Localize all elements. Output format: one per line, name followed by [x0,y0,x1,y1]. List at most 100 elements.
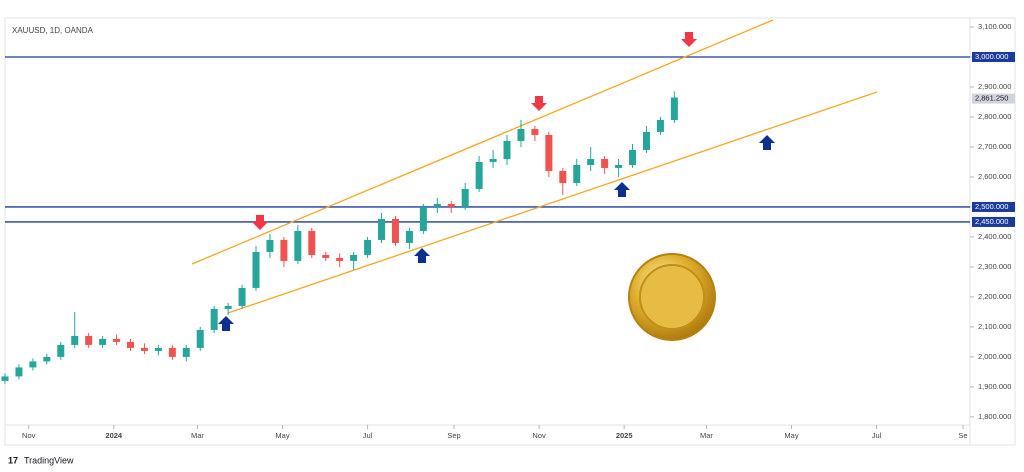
candle-body [71,335,79,345]
lower-trendline [227,91,878,314]
candle-body [391,218,399,243]
last-price-label: 2,861.250 [975,94,1008,103]
level-label: 2,500.000 [975,202,1008,211]
candle-body [29,361,37,368]
candle-body [517,128,525,141]
candle-body [378,218,386,240]
x-tick-label: Nov [532,431,546,440]
candle-body [168,347,176,357]
x-tick-label: Mar [700,431,713,440]
candle-body [629,149,637,165]
level-tag [972,216,1015,227]
candle-body [127,341,135,348]
candle-body [336,257,344,261]
candle-body [503,140,511,159]
level-label: 3,000.000 [975,52,1008,61]
candle-body [57,344,65,357]
frame [4,17,1016,446]
up-arrow [218,316,234,331]
up-arrow [614,182,630,197]
down-arrow [531,96,547,111]
candle-body [531,128,539,135]
footer-brand: TradingView [24,455,74,465]
candle-body [280,239,288,261]
y-tick-label: 2,300.000 [978,262,1011,271]
y-tick-label: 2,200.000 [978,292,1011,301]
candle-body [461,188,469,207]
candle-body [182,347,190,357]
candle-body [419,206,427,231]
candle-body [308,230,316,255]
y-tick-label: 2,000.000 [978,352,1011,361]
down-arrow [681,32,697,47]
candle-body [601,158,609,168]
x-tick-label: 2025 [616,431,633,440]
x-tick-label: Mar [191,431,204,440]
candle-body [559,170,567,183]
y-tick-label: 1,900.000 [978,382,1011,391]
y-tick-label: 2,100.000 [978,322,1011,331]
x-tick-label: Sep [447,431,460,440]
y-tick-label: 2,400.000 [978,232,1011,241]
y-tick-label: 2,900.000 [978,82,1011,91]
candle-body [266,239,274,252]
last-price-tag [972,93,1015,104]
candle-body [43,356,51,362]
candle-body [210,308,218,330]
candle-body [489,158,497,162]
x-tick-label: 2024 [105,431,123,440]
candle-body [642,131,650,150]
candle-body [85,335,93,345]
x-tick-label: Nov [22,431,36,440]
candle-body [99,338,107,345]
candle-body [238,287,246,306]
candle-body [447,203,455,207]
logo-mark: 17 [8,455,18,465]
candle-body [545,134,553,171]
candle-body [140,347,148,351]
sell-arrows [252,32,697,230]
candle-body [196,329,204,348]
candle-body [405,230,413,243]
level-tag [972,201,1015,212]
gold-coin [628,253,716,341]
coin-face [639,264,705,330]
up-arrow [414,248,430,263]
candle-body [615,164,623,168]
y-tick-label: 2,700.000 [978,142,1011,151]
x-tick-label: May [275,431,289,440]
candle-body [294,230,302,261]
y-tick-label: 1,800.000 [978,412,1011,421]
candle-body [154,347,162,351]
x-tick-label: May [784,431,798,440]
candle-body [350,254,358,261]
candle-body [587,158,595,165]
down-arrow [252,215,268,230]
candle-body [1,376,9,381]
candle-body [656,119,664,132]
candle-body [475,161,483,189]
x-tick-label: Se [958,431,967,440]
candle-body [364,239,372,255]
footer: 17 TradingView [8,455,74,465]
symbol-title: XAUUSD, 1D, OANDA [12,26,94,35]
level-tag [972,51,1015,62]
candle-body [433,203,441,207]
y-tick-label: 2,600.000 [978,172,1011,181]
upper-trendline [191,19,774,265]
y-tick-label: 3,100.000 [978,22,1011,31]
x-tick-label: Jul [872,431,882,440]
buy-arrows [218,135,775,331]
candle-body [224,305,232,309]
x-tick-label: Jul [363,431,373,440]
candle-body [322,254,330,258]
level-label: 2,450.000 [975,217,1008,226]
y-tick-label: 2,800.000 [978,112,1011,121]
candle-body [670,97,678,120]
candle-body [573,164,581,183]
candle-body [252,251,260,288]
candle-body [15,367,23,377]
up-arrow [759,135,775,150]
candle-body [113,338,121,342]
